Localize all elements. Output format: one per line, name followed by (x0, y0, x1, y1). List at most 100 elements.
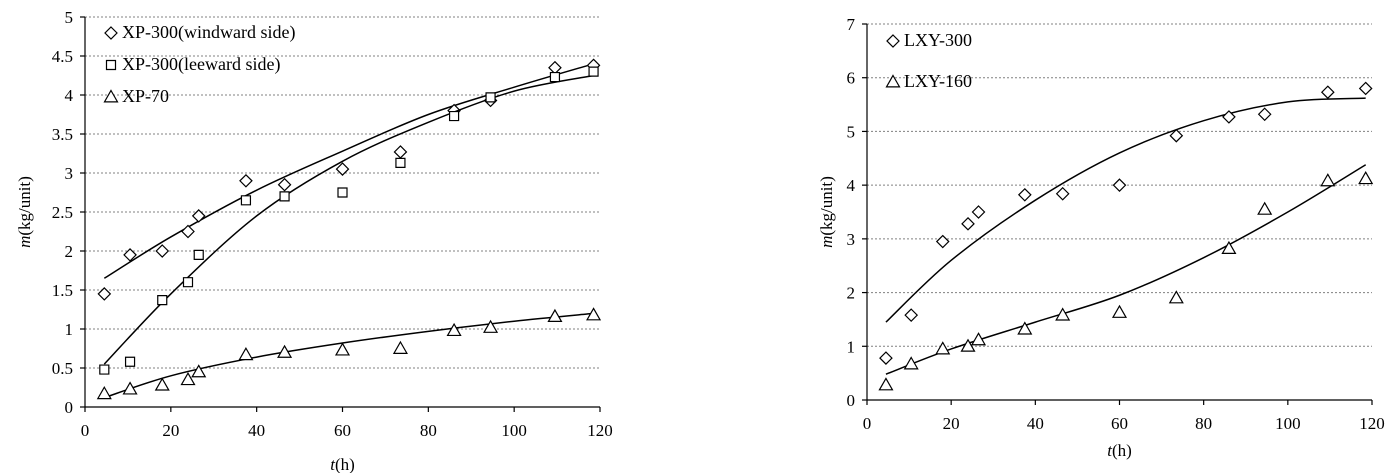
data-point-diamond (971, 205, 986, 219)
data-point-diamond (904, 308, 919, 322)
data-point-square (240, 195, 252, 206)
data-point-triangle (392, 340, 408, 354)
data-point-triangle (334, 342, 351, 356)
data-point-diamond (191, 209, 206, 223)
fit-curve-triangle (885, 164, 1367, 375)
data-point-diamond (181, 224, 195, 239)
data-point-diamond (1358, 81, 1373, 96)
x-tick-label: 100 (501, 421, 527, 440)
x-tick-label: 0 (863, 414, 872, 433)
y-tick-label: 2.5 (52, 203, 73, 222)
data-point-square (485, 92, 496, 103)
data-point-diamond (1017, 187, 1032, 202)
data-point-square (395, 157, 406, 168)
data-point-diamond (1112, 178, 1127, 192)
data-point-triangle (1017, 321, 1033, 335)
data-point-triangle (238, 347, 254, 361)
data-point-diamond (335, 162, 350, 176)
y-tick-label: 5 (65, 8, 74, 27)
data-point-triangle (935, 341, 951, 355)
y-tick-label: 4 (847, 176, 856, 195)
data-point-diamond (548, 60, 562, 75)
data-point-triangle (96, 386, 112, 400)
y-tick-label: 2 (65, 242, 74, 261)
x-tick-label: 80 (1195, 414, 1212, 433)
y-tick-label: 0 (847, 391, 856, 410)
data-point-square (99, 364, 110, 375)
chart-lxy: 0 1 2 3 4 5 6 7 0 20 40 60 80 100 120 t(h) m(kg/unit) LXY… (817, 15, 1385, 460)
y-axis-label: m(kg/unit) (817, 176, 836, 248)
x-tick-label: 60 (1111, 414, 1128, 433)
x-tick-label: 40 (1027, 414, 1044, 433)
data-point-triangle (1111, 304, 1128, 318)
data-point-square (448, 110, 460, 122)
x-tick-label: 120 (1359, 414, 1385, 433)
data-point-triangle (154, 377, 170, 391)
data-point-diamond (1320, 85, 1335, 100)
y-axis-label-unit: (kg/unit) (817, 176, 836, 236)
y-axis-label-var: m (15, 236, 34, 248)
legend-label: XP-70 (122, 86, 169, 106)
y-tick-label: 7 (847, 15, 856, 34)
data-point-triangle (180, 371, 196, 386)
legend-label: LXY-300 (904, 30, 972, 50)
data-point-square (588, 66, 599, 77)
y-axis-label: m(kg/unit) (15, 176, 34, 248)
data-point-square (157, 295, 168, 306)
x-axis-label: t(h) (330, 455, 355, 473)
x-axis-label: t(h) (1107, 441, 1132, 460)
fit-curve-diamond (885, 97, 1366, 323)
y-tick-label: 5 (847, 122, 856, 141)
legend-marker-triangle (103, 89, 119, 103)
data-point-square (549, 71, 561, 83)
y-tick-label: 3 (65, 164, 74, 183)
data-point-triangle (191, 364, 207, 378)
y-tick-label: 0.5 (52, 359, 73, 378)
y-tick-label: 1 (847, 337, 856, 356)
data-point-diamond (1169, 128, 1184, 143)
x-axis-label-var: t (1107, 441, 1113, 460)
x-tick-label: 20 (162, 421, 179, 440)
data-point-diamond (155, 244, 170, 258)
x-tick-label: 120 (587, 421, 613, 440)
y-axis-label-var: m (817, 236, 836, 248)
chart-xp: 0 0.5 1 1.5 2 2.5 3 3.5 4 4.5 5 0 20 40 60 80 100 120 t(h)… (15, 8, 613, 473)
x-tick-label: 0 (81, 421, 90, 440)
y-axis-label-unit: (kg/unit) (15, 176, 34, 236)
legend-marker-diamond (886, 34, 900, 48)
data-point-square (182, 277, 194, 288)
fit-curve-diamond (103, 63, 594, 279)
y-tick-label: 1.5 (52, 281, 73, 300)
data-point-square (279, 191, 290, 202)
x-tick-label: 20 (943, 414, 960, 433)
y-tick-label: 0 (65, 398, 74, 417)
data-point-triangle (586, 307, 602, 321)
y-tick-label: 3 (847, 230, 856, 249)
data-point-diamond (1055, 186, 1070, 201)
fit-curve-square (103, 74, 594, 365)
x-axis-label-unit: (h) (335, 455, 355, 473)
legend-marker-square (105, 59, 117, 71)
data-point-triangle (547, 308, 563, 322)
data-point-triangle (483, 319, 499, 333)
data-point-triangle (1257, 201, 1273, 215)
data-point-triangle (1055, 307, 1071, 321)
x-tick-label: 60 (334, 421, 351, 440)
data-point-diamond (123, 248, 137, 262)
legend-label: XP-300(leeward side) (122, 54, 280, 75)
data-point-diamond (277, 177, 292, 192)
y-tick-label: 4.5 (52, 47, 73, 66)
data-point-triangle (1320, 173, 1336, 187)
x-tick-label: 100 (1275, 414, 1301, 433)
data-point-triangle (1221, 240, 1237, 255)
legend-marker-diamond (104, 26, 118, 40)
legend-label: LXY-160 (904, 71, 972, 91)
legend-label: XP-300(windward side) (122, 22, 295, 43)
data-point-square (337, 187, 348, 198)
data-point-triangle (277, 344, 293, 358)
y-tick-label: 1 (65, 320, 74, 339)
x-tick-label: 80 (420, 421, 437, 440)
data-point-square (124, 356, 136, 367)
data-point-triangle (903, 356, 919, 370)
